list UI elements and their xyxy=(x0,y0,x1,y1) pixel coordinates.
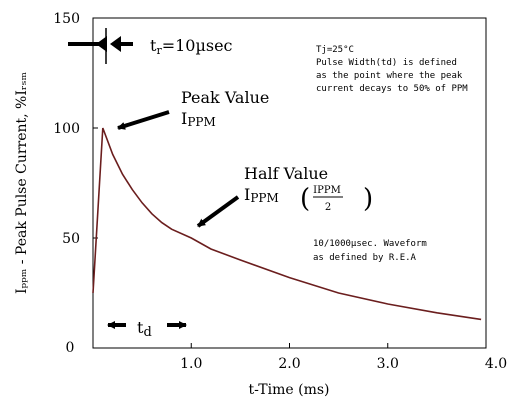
note-line: as defined by R.E.A xyxy=(313,253,417,263)
half-value-annotation: Half Value IPPM ( IPPM 2 ) xyxy=(196,164,373,228)
series-line-ippm xyxy=(92,127,482,321)
note-line: Tj=25°C xyxy=(316,45,354,55)
x-axis-title: t-Time (ms) xyxy=(248,382,329,398)
td-annotation: td xyxy=(107,318,187,340)
half-value-label: Half Value xyxy=(244,164,328,183)
peak-value-label: Peak Value xyxy=(181,88,269,107)
peak-ippm-label: IPPM xyxy=(181,109,216,129)
half-fraction-numerator: IPPM xyxy=(313,185,341,196)
half-ippm-label: IPPM xyxy=(244,185,279,205)
half-arrow xyxy=(196,195,240,228)
half-fraction-close-paren: ) xyxy=(363,184,373,214)
waveform-note: 10/1000µsec. Waveform as defined by R.E.… xyxy=(313,239,427,263)
y-tick-label: 150 xyxy=(53,11,80,27)
note-line: 10/1000µsec. Waveform xyxy=(313,239,427,249)
y-tick-label: 50 xyxy=(62,231,80,247)
y-axis-title: Iₚₚₘ - Peak Pulse Current, %Iᵣₛₘ xyxy=(14,72,30,294)
note-line: current decays to 50% of PPM xyxy=(316,84,468,94)
tick-marks xyxy=(92,17,487,348)
half-fraction-open-paren: ( xyxy=(300,184,310,214)
x-tick-label: 1.0 xyxy=(180,356,202,372)
td-label: td xyxy=(137,318,152,340)
tick-labels: 0 1.0 2.0 3.0 4.0 50 100 150 xyxy=(53,11,507,372)
peak-arrow xyxy=(117,110,170,130)
note-line: as the point where the peak xyxy=(316,71,463,81)
x-tick-label: 3.0 xyxy=(377,356,399,372)
x-tick-label: 0 xyxy=(66,340,75,356)
tr-arrowhead-right xyxy=(110,36,121,52)
half-fraction-denominator: 2 xyxy=(325,202,331,213)
note-line: Pulse Width(td) is defined xyxy=(316,58,457,68)
y-tick-label: 100 xyxy=(53,121,80,137)
conditions-note: Tj=25°C Pulse Width(td) is defined as th… xyxy=(316,45,468,94)
tr-arrowhead-left xyxy=(96,36,107,52)
peak-value-annotation: Peak Value IPPM xyxy=(117,88,269,130)
x-tick-label: 2.0 xyxy=(278,356,300,372)
tr-annotation: tr=10µsec xyxy=(68,28,233,64)
tr-label: tr=10µsec xyxy=(150,36,233,57)
x-tick-label: 4.0 xyxy=(485,356,507,372)
